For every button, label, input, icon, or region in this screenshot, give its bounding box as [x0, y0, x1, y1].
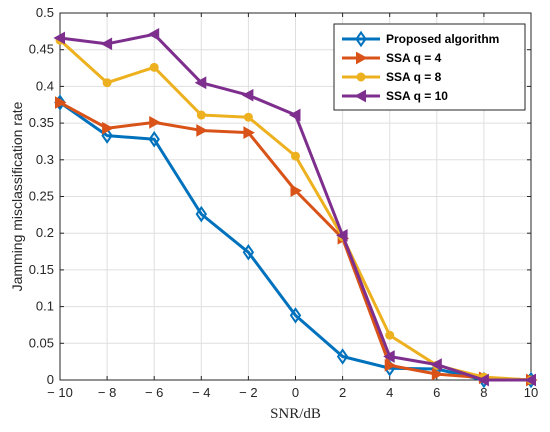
y-tick-label: 0.3 [36, 152, 54, 167]
data-point [291, 151, 300, 161]
axes: − 10 − 8 − 6 − 4 − 2 0 2 4 6 8 10 0 0.05 0.1 0.15 0.2 0.… [29, 5, 539, 400]
legend-marker [355, 30, 367, 48]
data-point [383, 350, 395, 363]
data-point [149, 116, 161, 129]
data-point [241, 88, 254, 102]
legend-label: SSA q = 8 [386, 70, 442, 84]
data-point [55, 96, 67, 109]
legend-marker [356, 72, 366, 82]
x-tick-label: 10 [524, 385, 538, 400]
y-axis-label: Jamming misclassification rate [9, 101, 25, 291]
data-point [524, 373, 536, 387]
x-tick-label: 2 [339, 385, 346, 400]
y-tick-label: 0 [47, 372, 54, 387]
y-tick-label: 0.25 [29, 189, 54, 204]
x-tick-label: 6 [433, 385, 440, 400]
data-point [53, 31, 65, 45]
data-point [195, 205, 208, 223]
y-tick-label: 0.5 [36, 5, 54, 20]
legend-entry: SSA q = 4 [342, 51, 442, 65]
x-tick-label: 8 [480, 385, 487, 400]
y-tick-label: 0.4 [36, 78, 54, 93]
data-point [243, 112, 253, 122]
data-point [102, 78, 112, 88]
legend-entry: SSA q = 10 [342, 89, 448, 103]
x-tick-label: − 10 [47, 385, 73, 400]
y-tick-label: 0.2 [36, 225, 54, 240]
data-point [196, 124, 208, 137]
data-point [336, 348, 349, 365]
series-line [59, 101, 531, 382]
data-point [430, 358, 442, 371]
legend-marker [356, 51, 368, 65]
x-tick-label: − 2 [239, 385, 257, 400]
data-point [148, 130, 160, 148]
data-point [289, 307, 302, 324]
data-point [431, 367, 444, 381]
series-3 [53, 27, 536, 387]
data-point [384, 358, 397, 372]
data-point [196, 110, 206, 120]
data-point [290, 184, 303, 197]
legend: Proposed algorithm SSA q = 4 SSA q = 8 SSA … [333, 23, 526, 111]
x-tick-label: 4 [386, 385, 393, 400]
y-tick-label: 0.05 [29, 335, 54, 350]
y-tick-label: 0.1 [36, 299, 54, 314]
legend-label: Proposed algorithm [386, 32, 499, 46]
y-tick-label: 0.35 [29, 115, 54, 130]
legend-label: SSA q = 10 [386, 89, 448, 103]
data-point [100, 37, 113, 51]
data-point [243, 126, 255, 139]
x-tick-label: − 6 [145, 385, 163, 400]
x-axis-label: SNR/dB [270, 406, 321, 422]
data-point [336, 229, 348, 242]
legend-marker [354, 89, 366, 103]
legend-entry: Proposed algorithm [342, 30, 499, 48]
legend-label: SSA q = 4 [386, 51, 442, 65]
data-point [149, 62, 159, 72]
y-tick-label: 0.45 [29, 42, 54, 57]
data-point [147, 27, 160, 41]
data-point [385, 330, 395, 340]
x-tick-label: − 4 [192, 385, 210, 400]
y-tick-label: 0.15 [29, 262, 54, 277]
series-layer [53, 27, 538, 389]
x-tick-label: − 8 [98, 385, 116, 400]
data-point [194, 76, 207, 90]
data-point [242, 244, 255, 261]
legend-entry: SSA q = 8 [342, 70, 442, 84]
data-point [102, 121, 114, 135]
data-point [288, 108, 301, 122]
x-tick-label: 0 [292, 385, 299, 400]
data-point [477, 373, 489, 387]
